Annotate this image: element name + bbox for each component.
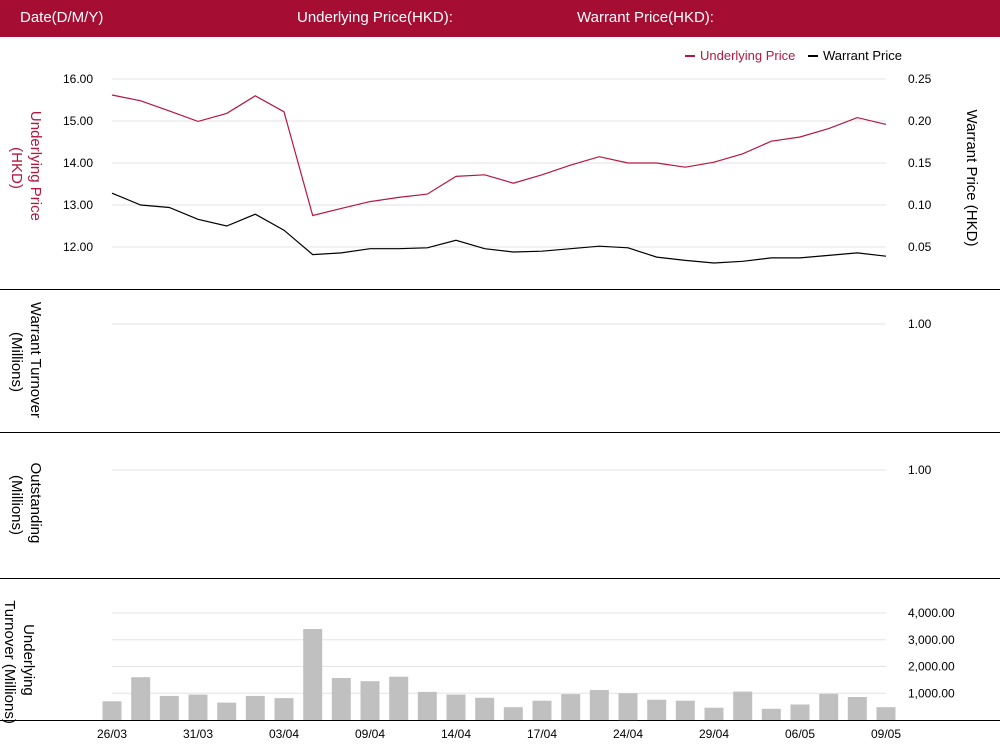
underlying-turnover-bar — [274, 698, 294, 720]
outstanding-axis-title: Outstanding (Millions) — [8, 462, 44, 547]
left-axis-tick-label: 13.00 — [63, 198, 93, 212]
legend-warrant-label: Warrant Price — [823, 48, 902, 63]
right-axis-tick-label: 0.05 — [908, 240, 932, 254]
warrant-price-label: Warrant Price(HKD): — [577, 9, 714, 26]
outstanding-title-line2: (Millions) — [8, 475, 25, 535]
right-axis-tick-label: 0.15 — [908, 156, 932, 170]
left-axis-tick-label: 12.00 — [63, 240, 93, 254]
underlying-turnover-bar — [331, 678, 351, 720]
underlying-turnover-bar — [704, 707, 724, 720]
left-axis-title: Underlying Price (HKD) — [8, 111, 44, 225]
underlying-turnover-bar — [217, 702, 237, 720]
underlying-turnover-bar — [475, 697, 495, 720]
underlying-turnover-bar — [446, 694, 466, 720]
left-axis-title-line2: (HKD) — [8, 147, 25, 189]
left-axis-tick-label: 14.00 — [63, 156, 93, 170]
underlying-turnover-bar — [417, 691, 437, 720]
underlying-price-label: Underlying Price(HKD): — [297, 9, 453, 26]
underlying-turnover-tick-label: 2,000.00 — [908, 660, 955, 674]
date-label: Date(D/M/Y) — [20, 9, 104, 26]
underlying-turnover-bar — [561, 694, 581, 720]
underlying-turnover-tick-label: 3,000.00 — [908, 633, 955, 647]
underlying-turnover-bar — [360, 681, 380, 720]
chart-header: Date(D/M/Y) Underlying Price(HKD): Warra… — [0, 0, 1000, 37]
underlying-turnover-bar — [675, 700, 695, 720]
underlying-turnover-bar — [876, 707, 896, 720]
underlying-turnover-bar — [303, 629, 323, 720]
underlying-price-line — [111, 94, 887, 217]
legend: Underlying Price Warrant Price — [685, 48, 902, 63]
left-axis-tick-label: 16.00 — [63, 72, 93, 86]
underlying-turnover-bar — [819, 693, 839, 720]
x-axis-tick-label: 14/04 — [441, 727, 471, 741]
x-axis-tick-label: 09/04 — [355, 727, 385, 741]
panel-tick-label: 1.00 — [908, 317, 932, 331]
underlying-turnover-bar — [761, 708, 781, 720]
x-axis-tick-label: 17/04 — [527, 727, 557, 741]
outstanding-title-line1: Outstanding — [27, 462, 44, 543]
underlying-turnover-bar — [589, 690, 609, 720]
warrant-turnover-axis-title: Warrant Turnover (Millions) — [8, 302, 44, 422]
underlying-turnover-bar — [790, 704, 810, 720]
underlying-turnover-bar — [131, 677, 151, 720]
panel-tick-label: 1.00 — [908, 463, 932, 477]
warrant-price-line — [111, 192, 887, 264]
x-axis-tick-label: 24/04 — [613, 727, 643, 741]
left-axis-tick-label: 15.00 — [63, 114, 93, 128]
warrant-turnover-title-line1: Warrant Turnover — [27, 302, 44, 418]
underlying-turnover-bar — [847, 697, 867, 720]
underlying-turnover-bar — [647, 699, 667, 720]
underlying-turnover-bar — [532, 700, 552, 720]
left-axis-title-line1: Underlying Price — [27, 111, 44, 221]
underlying-turnover-axis-title: Underlying Turnover (Millions) — [1, 600, 37, 724]
x-axis-tick-label: 09/05 — [871, 727, 901, 741]
legend-underlying-label: Underlying Price — [700, 48, 795, 63]
warrant-turnover-title-line2: (Millions) — [8, 332, 25, 392]
underlying-turnover-bar — [245, 695, 265, 720]
underlying-turnover-title-line1: Underlying — [20, 624, 37, 696]
x-axis-tick-label: 06/05 — [785, 727, 815, 741]
underlying-turnover-tick-label: 1,000.00 — [908, 686, 955, 700]
underlying-turnover-bar — [159, 695, 179, 720]
x-axis-tick-label: 29/04 — [699, 727, 729, 741]
underlying-turnover-bar — [503, 707, 523, 720]
underlying-turnover-bar — [389, 676, 409, 720]
right-axis-tick-label: 0.25 — [908, 72, 932, 86]
underlying-turnover-bar — [618, 693, 638, 721]
right-axis-tick-label: 0.10 — [908, 198, 932, 212]
underlying-turnover-title-line2: Turnover (Millions) — [1, 600, 18, 724]
underlying-turnover-bar — [188, 694, 208, 720]
x-axis-tick-label: 31/03 — [183, 727, 213, 741]
x-axis-tick-label: 26/03 — [97, 727, 127, 741]
right-axis-tick-label: 0.20 — [908, 114, 932, 128]
underlying-turnover-bar — [733, 691, 753, 720]
right-axis-title: Warrant Price (HKD) — [963, 110, 980, 247]
underlying-turnover-tick-label: 4,000.00 — [908, 606, 955, 620]
underlying-turnover-bar — [102, 701, 122, 720]
x-axis-tick-label: 03/04 — [269, 727, 299, 741]
